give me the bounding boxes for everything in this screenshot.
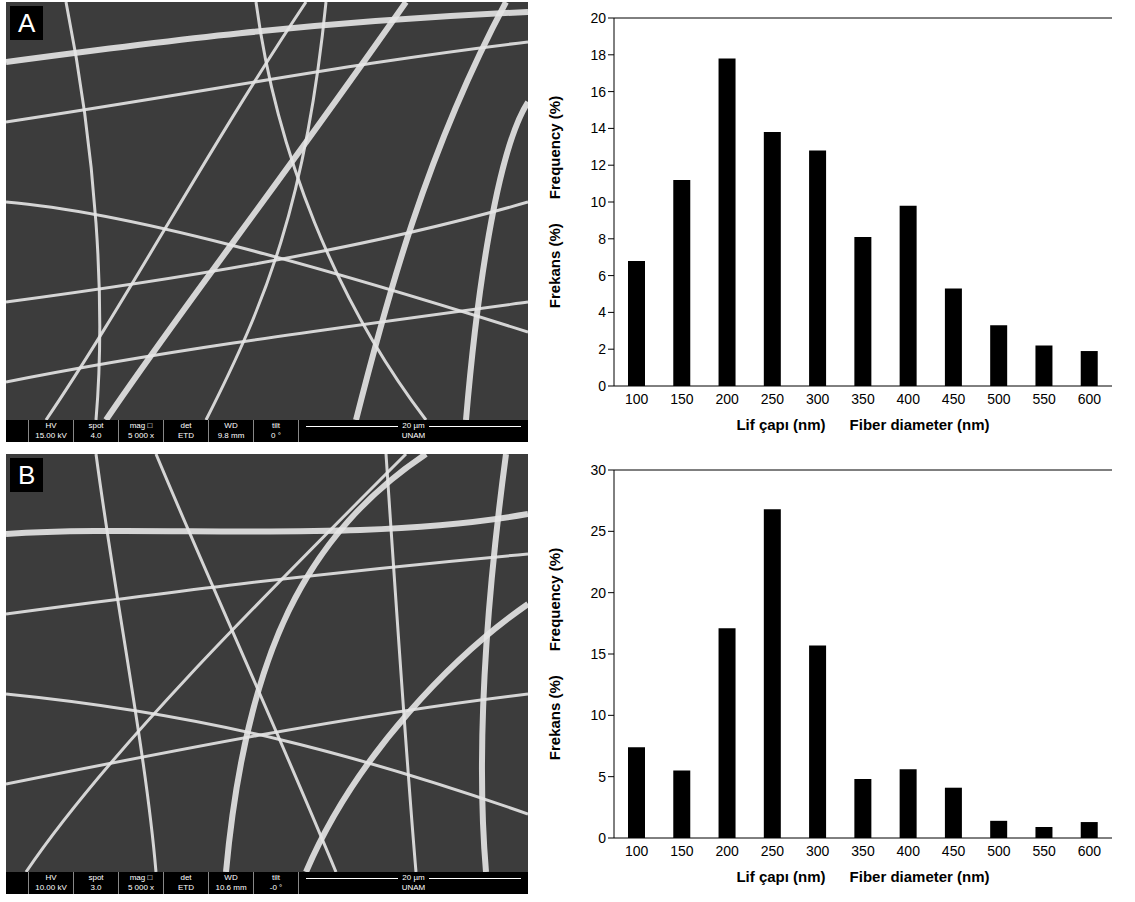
html-text:tilt: tilt (272, 421, 280, 430)
html-text:spot: spot (88, 873, 104, 882)
svg-text:500: 500 (987, 391, 1011, 407)
html-text:WD: WD (224, 421, 238, 430)
svg-text:200: 200 (716, 843, 740, 859)
html-text:B: B (18, 460, 36, 490)
html-text:mag □: mag □ (129, 421, 153, 430)
svg-text:10: 10 (590, 194, 606, 210)
svg-text:12: 12 (590, 157, 606, 173)
svg-text:18: 18 (590, 47, 606, 63)
html-text:20 µm: 20 µm (402, 421, 425, 430)
svg-text:0: 0 (598, 830, 606, 846)
svg-text:150: 150 (670, 843, 694, 859)
html-text:ETD: ETD (178, 883, 194, 892)
html-text:4.0: 4.0 (90, 431, 102, 440)
svg-text:Frekans (%)Frequency (%): Frekans (%)Frequency (%) (546, 96, 563, 308)
svg-text:8: 8 (598, 231, 606, 247)
svg-text:25: 25 (590, 523, 606, 539)
html-text:10.00 kV: 10.00 kV (35, 883, 67, 892)
html-text:det: det (180, 873, 192, 882)
svg-text:2: 2 (598, 341, 606, 357)
svg-text:15: 15 (590, 646, 606, 662)
svg-text:Frekans (%)Frequency (%): Frekans (%)Frequency (%) (546, 548, 563, 760)
svg-text:Lif çapı (nm)Fiber diameter (n: Lif çapı (nm)Fiber diameter (nm) (736, 416, 989, 433)
html-text:10.6 mm: 10.6 mm (215, 883, 247, 892)
html-text:9.8 mm: 9.8 mm (217, 431, 245, 440)
svg-text:20: 20 (590, 585, 606, 601)
svg-text:100: 100 (625, 843, 649, 859)
svg-text:250: 250 (761, 391, 785, 407)
svg-text:300: 300 (806, 843, 830, 859)
svg-text:10: 10 (590, 707, 606, 723)
html-text:A: A (18, 8, 36, 38)
html-text:spot: spot (88, 421, 104, 430)
svg-text:6: 6 (598, 268, 606, 284)
svg-text:4: 4 (598, 304, 606, 320)
html-text:HV: HV (45, 421, 57, 430)
html-text:WD: WD (224, 873, 238, 882)
svg-text:550: 550 (1032, 391, 1056, 407)
html-text:UNAM: UNAM (401, 431, 426, 440)
svg-text:16: 16 (590, 84, 606, 100)
svg-text:200: 200 (716, 391, 740, 407)
svg-text:450: 450 (942, 843, 966, 859)
html-text:mag □: mag □ (129, 873, 153, 882)
svg-text:250: 250 (761, 843, 785, 859)
html-text:5 000 x: 5 000 x (127, 883, 155, 892)
html-text:15.00 kV: 15.00 kV (35, 431, 67, 440)
svg-text:350: 350 (851, 391, 875, 407)
svg-text:0: 0 (598, 378, 606, 394)
svg-text:100: 100 (625, 391, 649, 407)
html-text:-0 °: -0 ° (269, 883, 283, 892)
html-text:tilt: tilt (272, 873, 280, 882)
svg-text:300: 300 (806, 391, 830, 407)
svg-text:5: 5 (598, 769, 606, 785)
html-text:20 µm: 20 µm (402, 873, 425, 882)
svg-text:600: 600 (1078, 391, 1102, 407)
svg-text:400: 400 (897, 391, 921, 407)
svg-text:400: 400 (897, 843, 921, 859)
svg-text:550: 550 (1032, 843, 1056, 859)
svg-text:600: 600 (1078, 843, 1102, 859)
svg-text:150: 150 (670, 391, 694, 407)
svg-text:450: 450 (942, 391, 966, 407)
svg-text:20: 20 (590, 10, 606, 26)
html-text:det: det (180, 421, 192, 430)
html-text:0 °: 0 ° (271, 431, 281, 440)
svg-text:Lif çapı (nm)Fiber diameter (n: Lif çapı (nm)Fiber diameter (nm) (736, 868, 989, 885)
html-text:UNAM: UNAM (401, 883, 426, 892)
html-text:3.0: 3.0 (90, 883, 102, 892)
html-text:5 000 x: 5 000 x (127, 431, 155, 440)
html-text:HV: HV (45, 873, 57, 882)
svg-text:350: 350 (851, 843, 875, 859)
svg-text:30: 30 (590, 462, 606, 478)
svg-text:14: 14 (590, 120, 606, 136)
svg-text:500: 500 (987, 843, 1011, 859)
html-text:ETD: ETD (178, 431, 194, 440)
